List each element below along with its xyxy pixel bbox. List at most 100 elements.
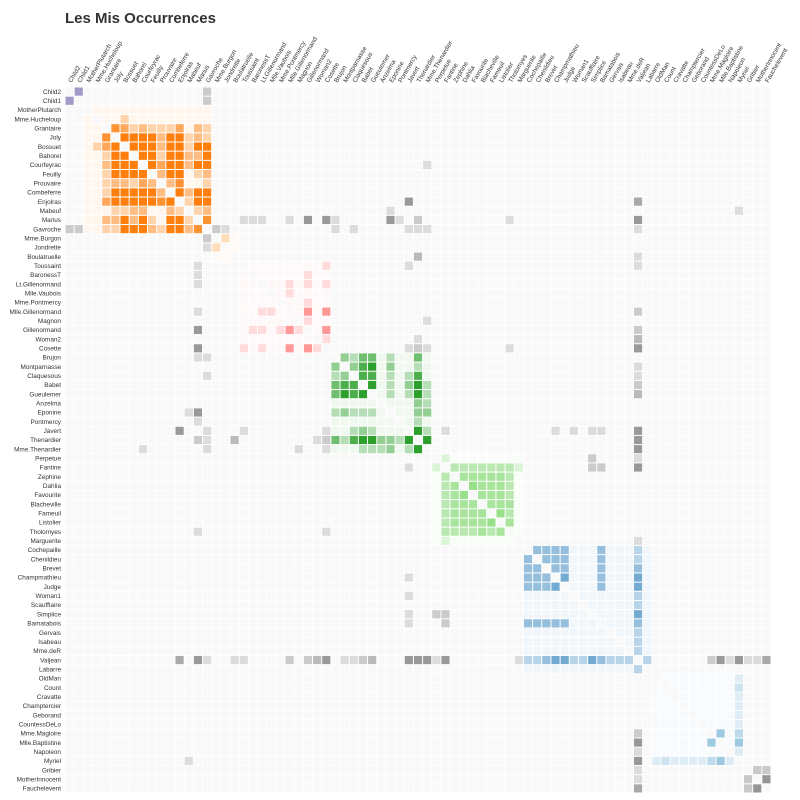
matrix-cell[interactable] xyxy=(743,591,753,600)
matrix-cell[interactable] xyxy=(230,160,239,170)
matrix-cell[interactable] xyxy=(423,151,432,160)
matrix-cell[interactable] xyxy=(423,390,432,399)
matrix-cell[interactable] xyxy=(624,628,633,637)
matrix-cell[interactable] xyxy=(377,426,386,435)
matrix-cell[interactable] xyxy=(588,179,597,188)
matrix-cell[interactable] xyxy=(358,234,368,243)
matrix-cell[interactable] xyxy=(193,325,203,335)
matrix-cell[interactable] xyxy=(688,536,698,545)
matrix-cell[interactable] xyxy=(597,188,606,197)
matrix-cell[interactable] xyxy=(615,362,624,371)
matrix-cell[interactable] xyxy=(404,215,413,225)
matrix-cell[interactable] xyxy=(184,362,193,371)
matrix-cell[interactable] xyxy=(377,518,386,527)
matrix-cell[interactable] xyxy=(303,380,313,390)
matrix-cell[interactable] xyxy=(358,344,368,353)
matrix-cell[interactable] xyxy=(404,280,413,289)
matrix-cell[interactable] xyxy=(230,518,239,527)
matrix-cell[interactable] xyxy=(643,380,652,390)
matrix-cell[interactable] xyxy=(239,188,248,197)
matrix-cell[interactable] xyxy=(258,628,267,637)
matrix-cell[interactable] xyxy=(331,380,340,390)
matrix-cell[interactable] xyxy=(358,96,368,105)
matrix-cell[interactable] xyxy=(533,555,542,564)
matrix-cell[interactable] xyxy=(643,454,652,463)
matrix-cell[interactable] xyxy=(698,481,707,490)
matrix-cell[interactable] xyxy=(157,481,166,490)
matrix-cell[interactable] xyxy=(652,225,661,234)
matrix-cell[interactable] xyxy=(386,151,395,160)
matrix-cell[interactable] xyxy=(707,252,716,261)
matrix-cell[interactable] xyxy=(148,160,157,170)
matrix-cell[interactable] xyxy=(83,179,93,188)
matrix-cell[interactable] xyxy=(551,582,560,591)
matrix-cell[interactable] xyxy=(221,270,230,280)
matrix-cell[interactable] xyxy=(203,600,212,610)
matrix-cell[interactable] xyxy=(450,170,459,179)
matrix-cell[interactable] xyxy=(716,362,725,371)
matrix-cell[interactable] xyxy=(138,197,148,206)
matrix-cell[interactable] xyxy=(331,307,340,316)
matrix-cell[interactable] xyxy=(487,435,496,445)
matrix-cell[interactable] xyxy=(83,600,93,610)
matrix-cell[interactable] xyxy=(386,655,395,665)
matrix-cell[interactable] xyxy=(578,435,588,445)
matrix-cell[interactable] xyxy=(542,325,551,335)
matrix-cell[interactable] xyxy=(597,197,606,206)
matrix-cell[interactable] xyxy=(267,435,276,445)
matrix-cell[interactable] xyxy=(606,96,615,105)
matrix-cell[interactable] xyxy=(203,289,212,298)
matrix-cell[interactable] xyxy=(533,463,542,472)
matrix-cell[interactable] xyxy=(239,518,248,527)
matrix-cell[interactable] xyxy=(102,545,111,555)
matrix-cell[interactable] xyxy=(331,408,340,417)
matrix-cell[interactable] xyxy=(276,591,285,600)
matrix-cell[interactable] xyxy=(267,637,276,646)
matrix-cell[interactable] xyxy=(386,325,395,335)
matrix-cell[interactable] xyxy=(285,298,294,307)
matrix-cell[interactable] xyxy=(688,481,698,490)
matrix-cell[interactable] xyxy=(661,509,670,518)
matrix-cell[interactable] xyxy=(239,115,248,124)
matrix-cell[interactable] xyxy=(239,472,248,481)
matrix-cell[interactable] xyxy=(331,536,340,545)
matrix-cell[interactable] xyxy=(83,591,93,600)
matrix-cell[interactable] xyxy=(120,628,129,637)
matrix-cell[interactable] xyxy=(184,399,193,408)
matrix-cell[interactable] xyxy=(423,454,432,463)
matrix-cell[interactable] xyxy=(652,197,661,206)
matrix-cell[interactable] xyxy=(643,435,652,445)
matrix-cell[interactable] xyxy=(441,637,450,646)
matrix-cell[interactable] xyxy=(633,179,643,188)
matrix-cell[interactable] xyxy=(386,445,395,454)
matrix-cell[interactable] xyxy=(762,362,771,371)
matrix-cell[interactable] xyxy=(478,133,487,142)
matrix-cell[interactable] xyxy=(368,215,377,225)
matrix-cell[interactable] xyxy=(643,335,652,344)
matrix-cell[interactable] xyxy=(285,170,294,179)
matrix-cell[interactable] xyxy=(560,105,569,115)
matrix-cell[interactable] xyxy=(560,665,569,674)
matrix-cell[interactable] xyxy=(386,280,395,289)
matrix-cell[interactable] xyxy=(276,316,285,325)
matrix-cell[interactable] xyxy=(661,179,670,188)
matrix-cell[interactable] xyxy=(138,445,148,454)
matrix-cell[interactable] xyxy=(239,87,248,96)
matrix-cell[interactable] xyxy=(588,142,597,151)
matrix-cell[interactable] xyxy=(560,582,569,591)
matrix-cell[interactable] xyxy=(377,500,386,509)
matrix-cell[interactable] xyxy=(441,261,450,270)
matrix-cell[interactable] xyxy=(331,316,340,325)
matrix-cell[interactable] xyxy=(468,206,478,215)
matrix-cell[interactable] xyxy=(643,628,652,637)
matrix-cell[interactable] xyxy=(551,179,560,188)
matrix-cell[interactable] xyxy=(450,490,459,500)
matrix-cell[interactable] xyxy=(716,435,725,445)
matrix-cell[interactable] xyxy=(377,619,386,628)
matrix-cell[interactable] xyxy=(212,160,221,170)
matrix-cell[interactable] xyxy=(725,206,734,215)
matrix-cell[interactable] xyxy=(551,435,560,445)
matrix-cell[interactable] xyxy=(753,509,762,518)
matrix-cell[interactable] xyxy=(93,445,102,454)
matrix-cell[interactable] xyxy=(615,234,624,243)
